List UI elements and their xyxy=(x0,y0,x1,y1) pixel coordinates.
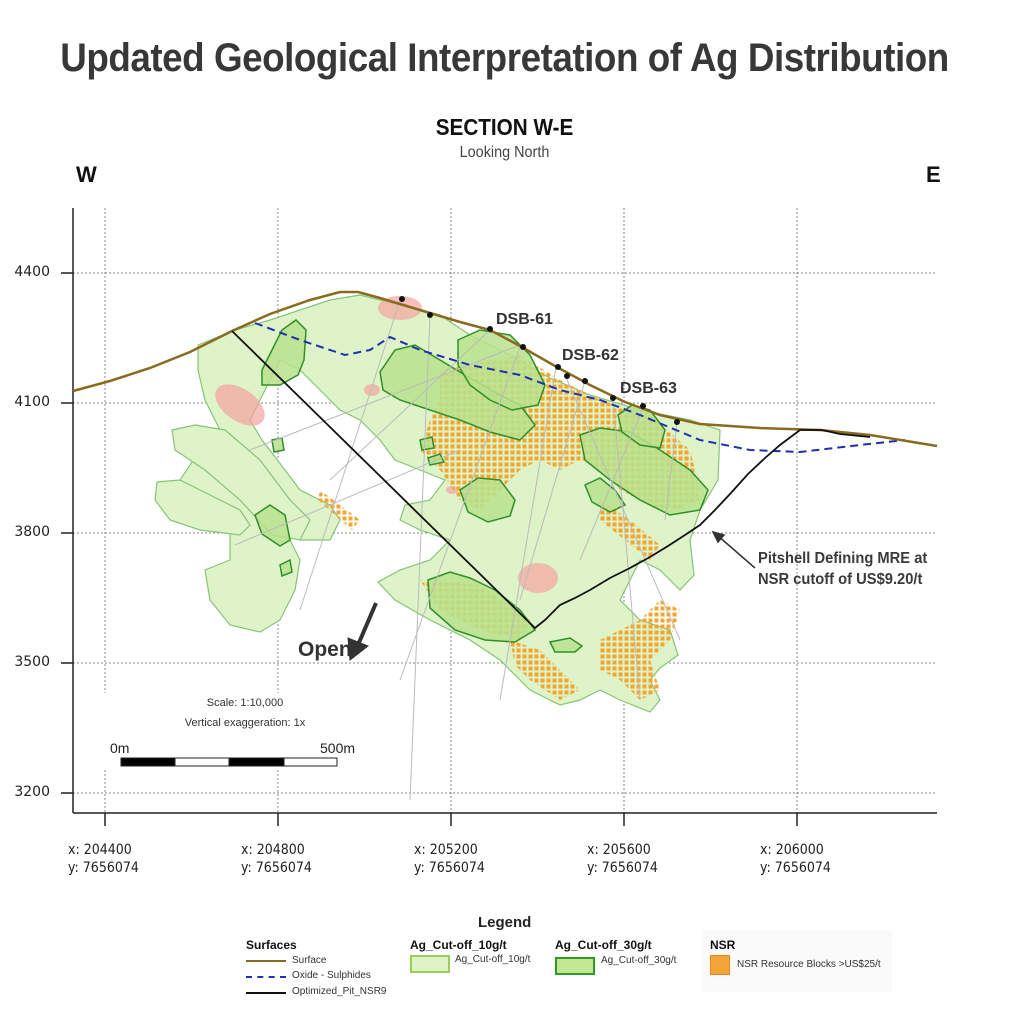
legend-surface-swatch xyxy=(246,960,286,962)
vertical-exaggeration-text: Vertical exaggeration: 1x xyxy=(184,717,306,729)
legend-title: Legend xyxy=(478,914,532,931)
section-subtitle: Looking North xyxy=(459,144,550,161)
legend-oxide-label: Oxide - Sulphides xyxy=(292,970,371,981)
x-tick-205600: x: 205600 y: 7656074 xyxy=(587,842,658,876)
pitshell-annotation: Pitshell Defining MRE at NSR cutoff of U… xyxy=(758,550,928,588)
oxide-sulphides-line xyxy=(254,322,906,454)
legend-nsr-label: NSR Resource Blocks >US$25/t xyxy=(737,959,881,970)
legend-ag10-heading: Ag_Cut-off_10g/t xyxy=(410,938,507,952)
drillhole-collars xyxy=(399,296,680,425)
legend-ag30-heading: Ag_Cut-off_30g/t xyxy=(555,938,652,952)
legend-ag10-label: Ag_Cut-off_10g/t xyxy=(455,954,531,965)
pitshell-arrow xyxy=(711,530,756,569)
scale-bar xyxy=(120,757,338,767)
scale-text: Scale: 1:10,000 xyxy=(206,697,284,709)
legend-nsr-swatch xyxy=(710,955,730,975)
x-tick-204800: x: 204800 y: 7656074 xyxy=(241,842,312,876)
drillhole-label-dsb-61: DSB-61 xyxy=(496,311,553,328)
legend-ag10-swatch xyxy=(410,955,450,973)
legend-nsr-heading: NSR xyxy=(710,938,736,952)
section-title: SECTION W-E xyxy=(435,114,574,140)
x-tick-204400: x: 204400 y: 7656074 xyxy=(68,842,139,876)
legend-surfaces-heading: Surfaces xyxy=(246,938,297,952)
drillhole-label-dsb-63: DSB-63 xyxy=(620,380,677,397)
ag-cutoff-30-zones xyxy=(254,319,709,653)
scalebar-end-label: 500m xyxy=(320,740,356,756)
legend-surface-label: Surface xyxy=(292,955,327,966)
legend-nsr-background xyxy=(702,930,892,992)
open-label: Open xyxy=(298,638,352,661)
legend-ag30-swatch xyxy=(555,957,595,975)
y-tick-4100: 4100 xyxy=(14,394,50,410)
optimized-pit-line xyxy=(231,330,871,630)
x-tick-205200: x: 205200 y: 7656074 xyxy=(414,842,485,876)
y-tick-3500: 3500 xyxy=(14,654,50,670)
compass-east: E xyxy=(926,162,941,187)
x-tick-206000: x: 206000 y: 7656074 xyxy=(760,842,831,876)
scalebar-start-label: 0m xyxy=(110,740,130,756)
legend-ag30-label: Ag_Cut-off_30g/t xyxy=(601,955,677,966)
drillhole-label-dsb-62: DSB-62 xyxy=(562,347,619,364)
drill-traces xyxy=(234,299,681,801)
page-title: Updated Geological Interpretation of Ag … xyxy=(60,36,949,80)
legend-pit-swatch xyxy=(246,992,286,994)
legend-oxide-swatch xyxy=(246,976,286,978)
axes xyxy=(61,208,937,826)
surface-line xyxy=(72,290,938,448)
y-tick-3800: 3800 xyxy=(14,524,50,540)
legend-pit-label: Optimized_Pit_NSR9 xyxy=(292,986,387,997)
y-tick-4400: 4400 xyxy=(14,264,50,280)
y-tick-3200: 3200 xyxy=(14,784,50,800)
cross-section-plot xyxy=(61,208,938,826)
compass-west: W xyxy=(76,162,97,187)
open-arrow-icon xyxy=(347,602,378,661)
